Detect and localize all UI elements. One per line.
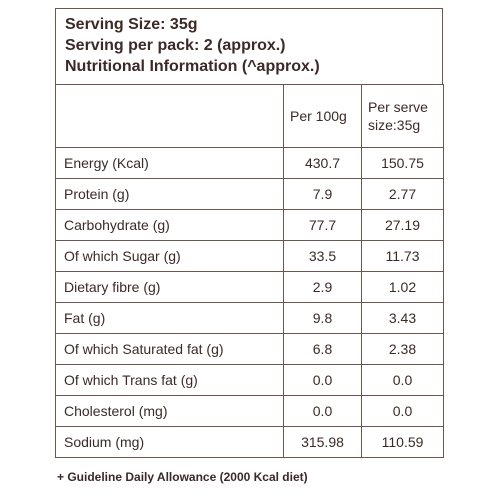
footnote: + Guideline Daily Allowance (2000 Kcal d…	[57, 470, 308, 484]
column-header: Per 100g	[283, 84, 362, 148]
nutrient-value: 11.73	[361, 240, 444, 272]
nutrient-name: Cholesterol (mg)	[55, 395, 284, 427]
nutrient-value: 150.75	[361, 147, 444, 179]
nutrient-row: Protein (g) 7.9 2.77	[55, 178, 444, 210]
nutrient-row: Sodium (mg) 315.98 110.59	[55, 426, 444, 458]
nutrient-value: 2.77	[361, 178, 444, 210]
nutrient-value: 77.7	[283, 209, 362, 241]
nutrient-value: 7.9	[283, 178, 362, 210]
nutrition-table: Per 100g Per serve size:35g Energy (Kcal)…	[55, 84, 444, 458]
nutrient-name: Of which Trans fat (g)	[55, 364, 284, 396]
nutrient-name: Of which Saturated fat (g)	[55, 333, 284, 365]
nutrition-panel: Serving Size: 35g Serving per pack: 2 (ap…	[55, 8, 444, 458]
nutrient-value: 2.38	[361, 333, 444, 365]
nutrient-value: 0.0	[283, 395, 362, 427]
nutrient-name: Carbohydrate (g)	[55, 209, 284, 241]
nutrient-value: 0.0	[283, 364, 362, 396]
nutrient-value: 1.02	[361, 271, 444, 303]
header-line: Serving Size: 35g	[65, 16, 198, 33]
nutrient-name: Sodium (mg)	[55, 426, 284, 458]
nutrient-value: 27.19	[361, 209, 444, 241]
nutrient-value: 0.0	[361, 395, 444, 427]
nutrient-row: Dietary fibre (g) 2.9 1.02	[55, 271, 444, 303]
nutrient-value: 110.59	[361, 426, 444, 458]
nutrient-name: Fat (g)	[55, 302, 284, 334]
nutrient-row: Cholesterol (mg) 0.0 0.0	[55, 395, 444, 427]
blank-header	[55, 84, 284, 148]
nutrient-row: Of which Trans fat (g) 0.0 0.0	[55, 364, 444, 396]
nutrient-value: 430.7	[283, 147, 362, 179]
header-line: Nutritional Information (^approx.)	[65, 58, 320, 75]
nutrient-value: 2.9	[283, 271, 362, 303]
nutrient-row: Energy (Kcal) 430.7 150.75	[55, 147, 444, 179]
nutrient-row: Fat (g) 9.8 3.43	[55, 302, 444, 334]
nutrient-name: Energy (Kcal)	[55, 147, 284, 179]
nutrient-value: 3.43	[361, 302, 444, 334]
nutrient-value: 0.0	[361, 364, 444, 396]
nutrient-name: Of which Sugar (g)	[55, 240, 284, 272]
serving-header: Serving Size: 35g Serving per pack: 2 (ap…	[55, 8, 443, 84]
nutrient-row: Carbohydrate (g) 77.7 27.19	[55, 209, 444, 241]
nutrient-value: 9.8	[283, 302, 362, 334]
header-row: Per 100g Per serve size:35g	[55, 84, 444, 148]
nutrient-name: Dietary fibre (g)	[55, 271, 284, 303]
nutrient-value: 315.98	[283, 426, 362, 458]
nutrient-row: Of which Sugar (g) 33.5 11.73	[55, 240, 444, 272]
nutrient-name: Protein (g)	[55, 178, 284, 210]
nutrient-row: Of which Saturated fat (g) 6.8 2.38	[55, 333, 444, 365]
column-header: Per serve size:35g	[361, 84, 444, 148]
header-line: Serving per pack: 2 (approx.)	[65, 37, 286, 54]
nutrient-value: 33.5	[283, 240, 362, 272]
nutrient-value: 6.8	[283, 333, 362, 365]
